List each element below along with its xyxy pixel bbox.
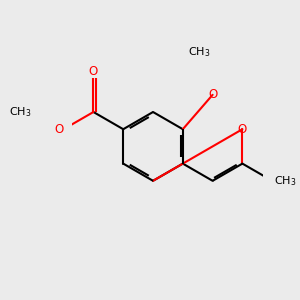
Text: CH$_3$: CH$_3$ bbox=[274, 174, 297, 188]
Text: CH$_3$: CH$_3$ bbox=[9, 105, 32, 119]
Text: O: O bbox=[238, 123, 247, 136]
Text: O: O bbox=[89, 64, 98, 78]
Text: CH$_3$: CH$_3$ bbox=[188, 46, 211, 59]
Text: O: O bbox=[54, 123, 64, 136]
Text: O: O bbox=[208, 88, 217, 101]
